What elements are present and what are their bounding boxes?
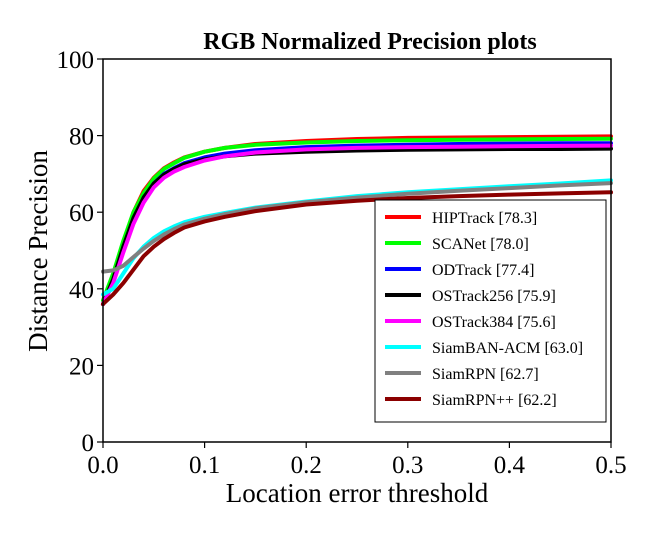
legend-label: HIPTrack [78.3] [432, 210, 537, 227]
legend-label: SiamRPN [62.7] [432, 366, 539, 383]
x-tick-label: 0.4 [494, 452, 526, 479]
y-tick-label: 40 [69, 277, 94, 304]
y-tick-label: 20 [69, 353, 94, 380]
legend-box [374, 199, 607, 423]
y-axis-ticks: 0 20 40 60 80 100 [57, 47, 103, 457]
y-tick-label: 60 [69, 200, 94, 227]
legend-label: OSTrack256 [75.9] [432, 288, 556, 305]
series-line-4 [101, 143, 613, 307]
x-axis-label: Location error threshold [226, 478, 489, 508]
y-axis-label: Distance Precision [23, 150, 53, 352]
series-line-1 [101, 136, 613, 303]
x-tick-label: 0.0 [87, 452, 118, 479]
legend: HIPTrack [78.3] SCANet [78.0] ODTrack [77.… [374, 199, 607, 423]
y-tick-label: 100 [57, 47, 95, 74]
x-tick-label: 0.2 [291, 452, 322, 479]
y-tick-label: 0 [82, 430, 95, 457]
legend-label: SiamBAN-ACM [63.0] [432, 340, 583, 357]
legend-label: SCANet [78.0] [432, 236, 529, 253]
x-tick-label: 0.5 [595, 452, 626, 479]
legend-label: OSTrack384 [75.6] [432, 314, 556, 331]
x-tick-label: 0.3 [392, 452, 423, 479]
chart-title: RGB Normalized Precision plots [203, 29, 537, 55]
legend-label: ODTrack [77.4] [432, 262, 535, 279]
x-tick-label: 0.1 [189, 452, 220, 479]
series-line-7 [101, 190, 613, 307]
series-line-6 [101, 181, 613, 274]
legend-label: SiamRPN++ [62.2] [432, 392, 557, 409]
x-axis-ticks: 0.0 0.1 0.2 0.3 0.4 0.5 [87, 442, 627, 479]
plot-area [101, 134, 613, 307]
plot-frame [102, 58, 612, 443]
y-tick-label: 80 [69, 124, 94, 151]
